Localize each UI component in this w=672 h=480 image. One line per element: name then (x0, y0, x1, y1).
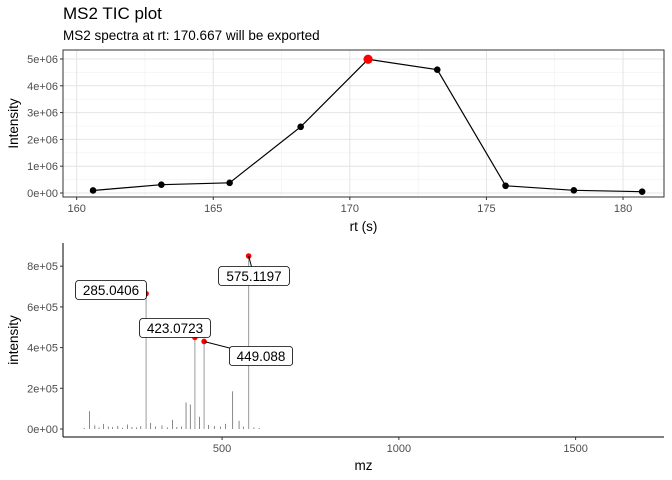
tic-selected-point (363, 54, 373, 64)
tic-x-tick-label: 165 (204, 203, 222, 215)
tic-y-tick-label: 4e+06 (27, 81, 58, 93)
spectrum-y-tick-label: 2e+05 (27, 383, 58, 395)
spectrum-label-box (218, 266, 290, 286)
tic-data-point (502, 182, 509, 190)
tic-y-tick-label: 3e+06 (27, 108, 58, 120)
tic-data-point (158, 181, 165, 188)
spectrum-label-box (139, 318, 211, 338)
tic-data-point (433, 66, 441, 74)
tic-x-tick-label: 170 (341, 203, 359, 215)
spectrum-peak-label: 575.1197 (226, 269, 281, 284)
spectrum-peak-label: 449.088 (237, 349, 286, 364)
tic-y-axis-label: Intensity (6, 98, 21, 149)
tic-x-axis-label: rt (s) (350, 219, 378, 234)
tic-data-point (226, 179, 233, 187)
spectrum-y-tick-label: 8e+05 (27, 261, 58, 273)
spectrum-y-axis-label: intensity (6, 315, 21, 365)
tic-y-tick-label: 1e+06 (27, 161, 58, 173)
spectrum-y-tick-label: 6e+05 (27, 302, 58, 314)
spectrum-x-tick-label: 500 (213, 443, 231, 455)
tic-data-point (638, 188, 646, 195)
chart-title: MS2 TIC plot (63, 4, 162, 23)
tic-y-tick-label: 0e+00 (27, 188, 58, 200)
spectrum-label-box (75, 280, 147, 300)
spectrum-y-tick-label: 0e+00 (27, 424, 58, 436)
chart-subtitle: MS2 spectra at rt: 170.667 will be expor… (63, 28, 320, 43)
tic-data-point (570, 187, 578, 194)
spectrum-x-axis-label: mz (355, 458, 373, 473)
tic-x-tick-label: 175 (477, 203, 495, 215)
spectrum-peak-label: 285.0406 (83, 283, 139, 298)
tic-y-tick-label: 5e+06 (27, 54, 58, 66)
tic-panel-border (62, 49, 665, 198)
tic-y-tick-label: 2e+06 (27, 134, 58, 146)
tic-data-point (297, 123, 304, 131)
spectrum-x-tick-label: 1000 (387, 443, 411, 455)
tic-x-tick-label: 180 (614, 203, 632, 215)
spectrum-x-tick-label: 1500 (563, 443, 587, 455)
tic-x-tick-label: 160 (67, 203, 85, 215)
tic-panel-background (63, 50, 664, 197)
spectrum-peak-label: 423.0723 (147, 321, 203, 336)
spectrum-label-box (228, 346, 293, 366)
tic-data-point (89, 187, 97, 194)
spectrum-y-tick-label: 4e+05 (27, 343, 58, 355)
